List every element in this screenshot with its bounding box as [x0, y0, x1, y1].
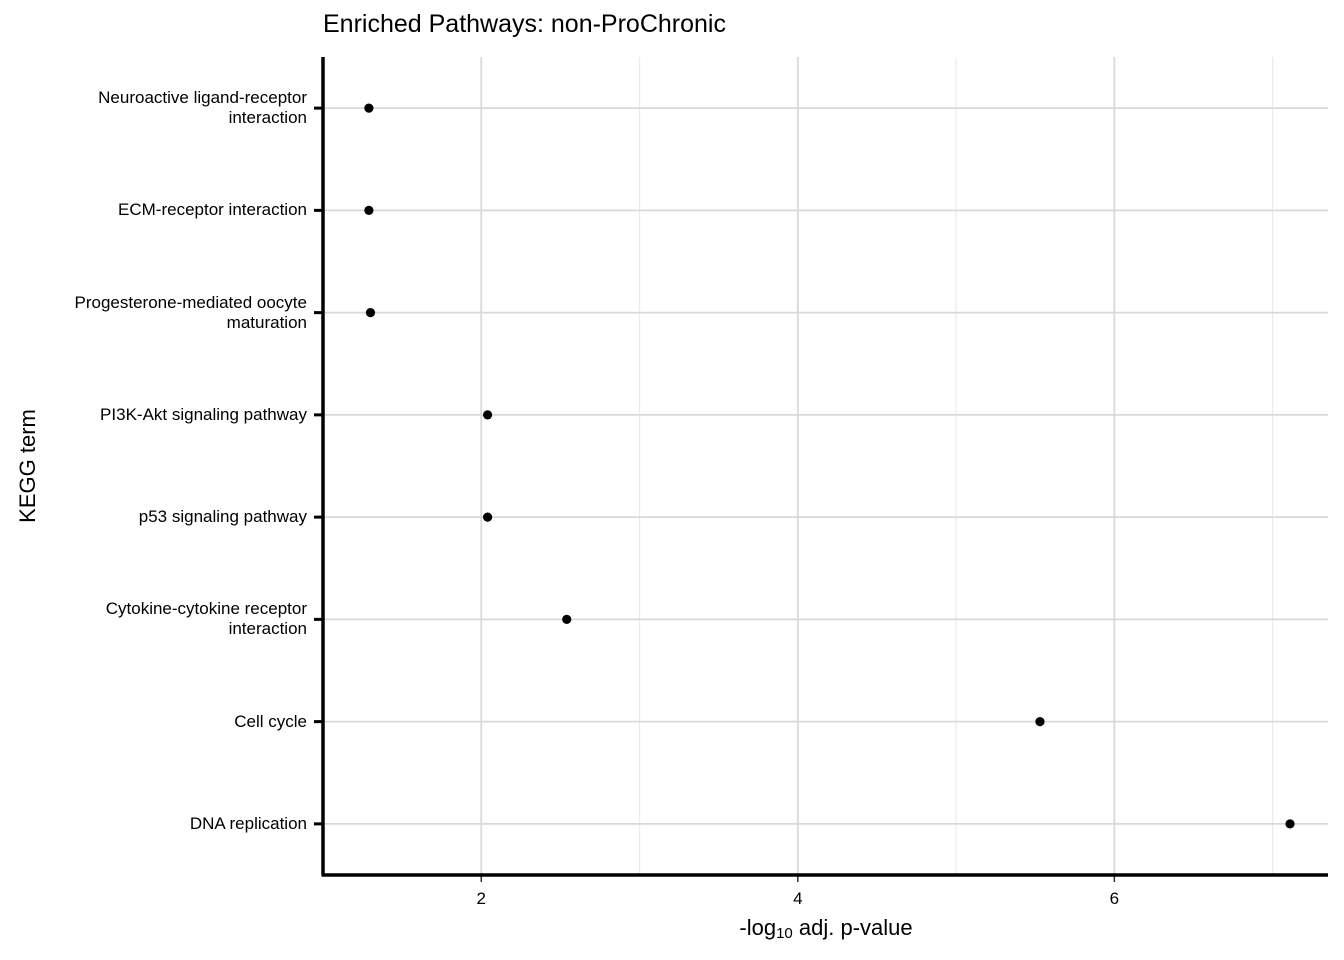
x-tick-label-2: 6	[1109, 889, 1120, 908]
y-tick-label-line: maturation	[226, 312, 307, 332]
y-tick-label-0: Neuroactive ligand-receptor interaction	[98, 88, 307, 128]
axis-ticks	[314, 106, 1116, 882]
x-tick-label-0: 2	[476, 889, 486, 908]
y-axis-label: KEGG term	[15, 409, 40, 523]
data-point-0	[364, 103, 374, 113]
x-axis-label: -log10 adj. p-value	[739, 915, 912, 942]
x-axis-label-prefix: -log	[739, 915, 777, 940]
data-point-6	[1035, 717, 1045, 727]
y-tick-label-line: Progesterone-mediated oocyte	[74, 292, 307, 312]
y-tick-label-line: DNA replication	[189, 813, 307, 833]
data-point-3	[482, 410, 493, 420]
y-tick-label-line: ECM-receptor interaction	[118, 200, 307, 220]
chart-title: Enriched Pathways: non-ProChronic	[323, 10, 726, 38]
data-point-2	[365, 308, 376, 318]
y-tick-label-6: Cell cycle	[234, 712, 307, 732]
grid-major	[323, 57, 1328, 875]
data-point-5	[562, 614, 572, 624]
data-points	[364, 103, 1295, 829]
data-point-1	[364, 205, 374, 215]
grid-minor	[638, 57, 1274, 875]
data-point-7	[1285, 819, 1295, 829]
y-tick-label-line: p53 signaling pathway	[138, 507, 307, 527]
data-point-4	[482, 512, 493, 522]
y-tick-label-2: Progesterone-mediated oocyte maturation	[75, 293, 307, 333]
y-tick-label-line: Cytokine-cytokine receptor	[105, 599, 307, 619]
y-tick-label-5: Cytokine-cytokine receptor interaction	[106, 599, 307, 639]
y-tick-label-line: interaction	[228, 619, 307, 639]
y-tick-label-line: Cell cycle	[234, 711, 307, 731]
y-tick-label-3: PI3K-Akt signaling pathway	[100, 405, 307, 425]
y-tick-label-line: interaction	[228, 108, 307, 128]
x-axis-label-subscript: 10	[776, 925, 793, 942]
y-tick-label-7: DNA replication	[190, 814, 307, 834]
x-axis-label-suffix: adj. p-value	[792, 915, 913, 940]
x-tick-label-1: 4	[793, 889, 803, 908]
y-tick-label-line: Neuroactive ligand-receptor	[98, 88, 307, 108]
y-tick-label-4: p53 signaling pathway	[139, 507, 307, 527]
y-tick-label-line: PI3K-Akt signaling pathway	[100, 404, 307, 424]
y-tick-label-1: ECM-receptor interaction	[118, 200, 307, 220]
